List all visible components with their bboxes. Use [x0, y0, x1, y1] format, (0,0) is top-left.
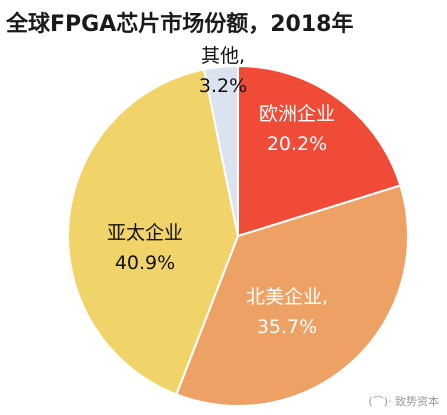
pie-slice	[67, 68, 240, 396]
pie-slice	[175, 184, 409, 407]
pie-slice	[237, 64, 402, 238]
slice-value-label: 3.2%	[199, 75, 247, 97]
slice-value-label: 40.9%	[115, 252, 175, 274]
slice-label: 其他,	[201, 45, 245, 67]
pie-slice	[202, 64, 239, 237]
slice-label: 亚太企业	[107, 222, 183, 244]
watermark: (⌒)· 致势资本	[368, 395, 439, 408]
pie-labels: 欧洲企业 20.2% 北美企业, 35.7% 亚太企业 40.9% 其他, 3.2%	[107, 45, 335, 338]
slice-label: 北美企业,	[246, 286, 328, 308]
slice-value-label: 35.7%	[257, 316, 317, 338]
pie-slices	[67, 64, 409, 407]
chart-title: 全球FPGA芯片市场份额，2018年	[6, 12, 354, 37]
slice-value-label: 20.2%	[267, 133, 327, 155]
slice-label: 欧洲企业	[259, 103, 335, 125]
